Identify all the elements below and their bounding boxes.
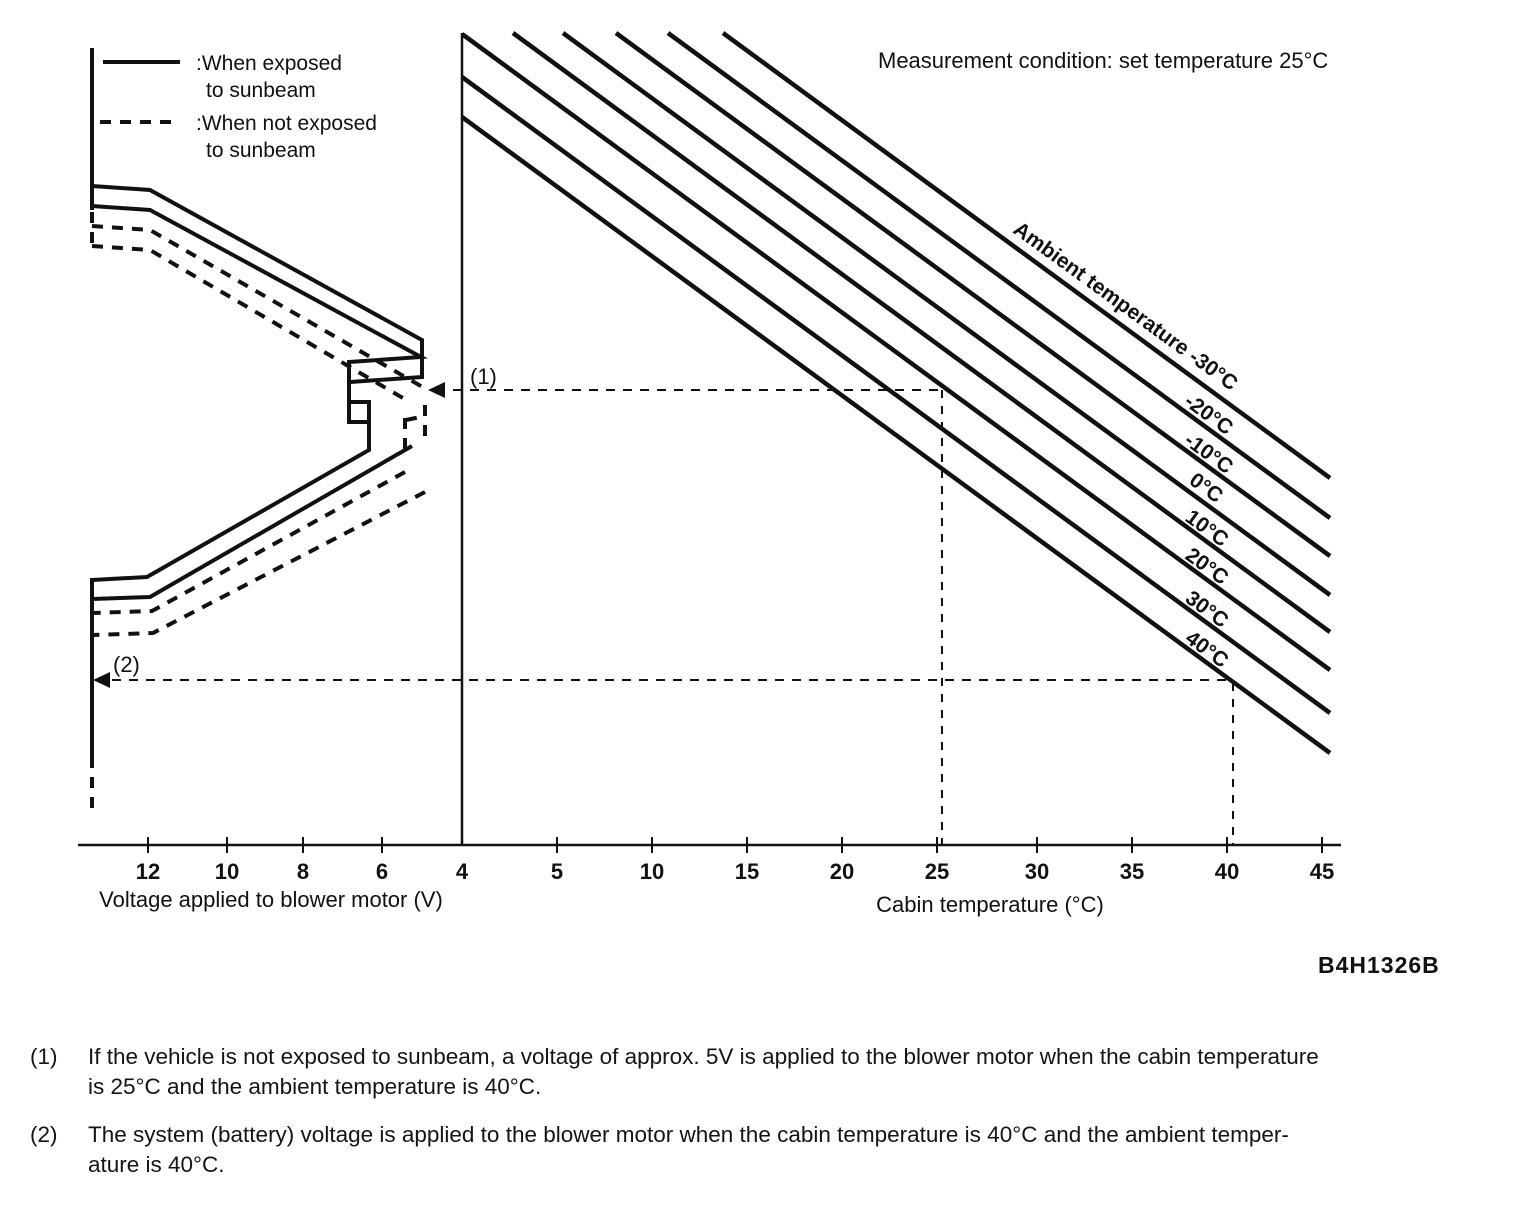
voltage-curve-nosunbeam-dashed <box>90 212 427 808</box>
curve-solid-step-rect <box>349 400 371 422</box>
note-1-text: If the vehicle is not exposed to sunbeam… <box>88 1042 1470 1102</box>
voltage-tick-label: 6 <box>376 859 388 884</box>
cabin-tick-label: 35 <box>1120 859 1144 884</box>
legend: :When exposed to sunbeam :When not expos… <box>100 52 377 162</box>
curve-solid-upper-1 <box>91 184 424 384</box>
ambient-line-30 <box>460 75 1332 715</box>
cabin-tick-label: 45 <box>1310 859 1334 884</box>
ambient-line-minus10 <box>614 31 1332 558</box>
legend-dashed-label-2: to sunbeam <box>206 139 316 162</box>
reference-1: (1) <box>428 364 943 845</box>
cabin-tick-label: 5 <box>551 859 563 884</box>
curve-solid-upper-2 <box>91 204 428 582</box>
ambient-line-20 <box>460 32 1332 672</box>
cabin-tick-label: 20 <box>830 859 854 884</box>
curve-solid-lower-2 <box>91 444 413 601</box>
arrow-left-icon <box>93 672 110 688</box>
ambient-line-minus20 <box>666 31 1332 520</box>
curve-dashed-upper-1 <box>91 224 427 391</box>
axis-frame <box>78 33 1341 853</box>
cabin-tick-label: 10 <box>640 859 664 884</box>
note-2-line-2: ature is 40°C. <box>88 1152 225 1177</box>
cabin-tick-label: 40 <box>1215 859 1239 884</box>
note-2-line-1: The system (battery) voltage is applied … <box>88 1122 1289 1147</box>
curve-dashed-lower-1 <box>92 470 406 615</box>
ambient-line-minus30 <box>721 31 1332 480</box>
arrow-left-icon <box>428 382 445 398</box>
note-2-text: The system (battery) voltage is applied … <box>88 1120 1470 1180</box>
voltage-axis-title: Voltage applied to blower motor (V) <box>99 887 443 912</box>
note-2: (2) The system (battery) voltage is appl… <box>30 1120 1470 1180</box>
ambient-temperature-lines <box>460 31 1332 755</box>
legend-solid-label-2: to sunbeam <box>206 79 316 102</box>
blower-control-chart: 12 10 8 6 4 5 10 15 20 25 30 35 40 45 Vo… <box>78 31 1440 978</box>
voltage-tick-label: 4 <box>456 859 469 884</box>
cabin-tick-label: 25 <box>925 859 949 884</box>
note-1-number: (1) <box>30 1044 58 1069</box>
figure-notes: (1) If the vehicle is not exposed to sun… <box>30 1042 1470 1198</box>
figure-code: B4H1326B <box>1318 952 1440 978</box>
legend-solid-label: :When exposed <box>196 52 342 75</box>
note-2-number: (2) <box>30 1122 58 1147</box>
cabin-axis-title: Cabin temperature (°C) <box>876 892 1104 917</box>
axis-ticks <box>147 837 1323 853</box>
voltage-tick-label: 10 <box>215 859 239 884</box>
cabin-tick-labels: 5 10 15 20 25 30 35 40 45 <box>551 859 1334 884</box>
ambient-line-40 <box>460 115 1332 755</box>
curve-dashed-step-top <box>405 414 426 422</box>
voltage-tick-label: 12 <box>136 859 160 884</box>
ambient-label-20: 20°C <box>1181 543 1232 589</box>
cabin-tick-label: 30 <box>1025 859 1049 884</box>
ambient-label-10: 10°C <box>1181 505 1232 551</box>
note-1-line-1: If the vehicle is not exposed to sunbeam… <box>88 1044 1319 1069</box>
annotation-2-label: (2) <box>113 652 140 677</box>
voltage-tick-label: 8 <box>297 859 309 884</box>
curve-dashed-lower-2 <box>92 490 426 637</box>
voltage-curve-sunbeam-solid <box>90 48 428 757</box>
annotation-1-label: (1) <box>470 364 497 389</box>
ambient-line-10 <box>511 31 1332 634</box>
legend-dashed-label: :When not exposed <box>196 112 377 135</box>
measurement-condition: Measurement condition: set temperature 2… <box>878 48 1328 73</box>
voltage-tick-labels: 12 10 8 6 4 <box>136 859 469 884</box>
reference-2: (2) <box>93 652 1234 845</box>
cabin-tick-label: 15 <box>735 859 759 884</box>
note-1-line-2: is 25°C and the ambient temperature is 4… <box>88 1074 542 1099</box>
ambient-line-0 <box>561 31 1332 597</box>
note-1: (1) If the vehicle is not exposed to sun… <box>30 1042 1470 1102</box>
